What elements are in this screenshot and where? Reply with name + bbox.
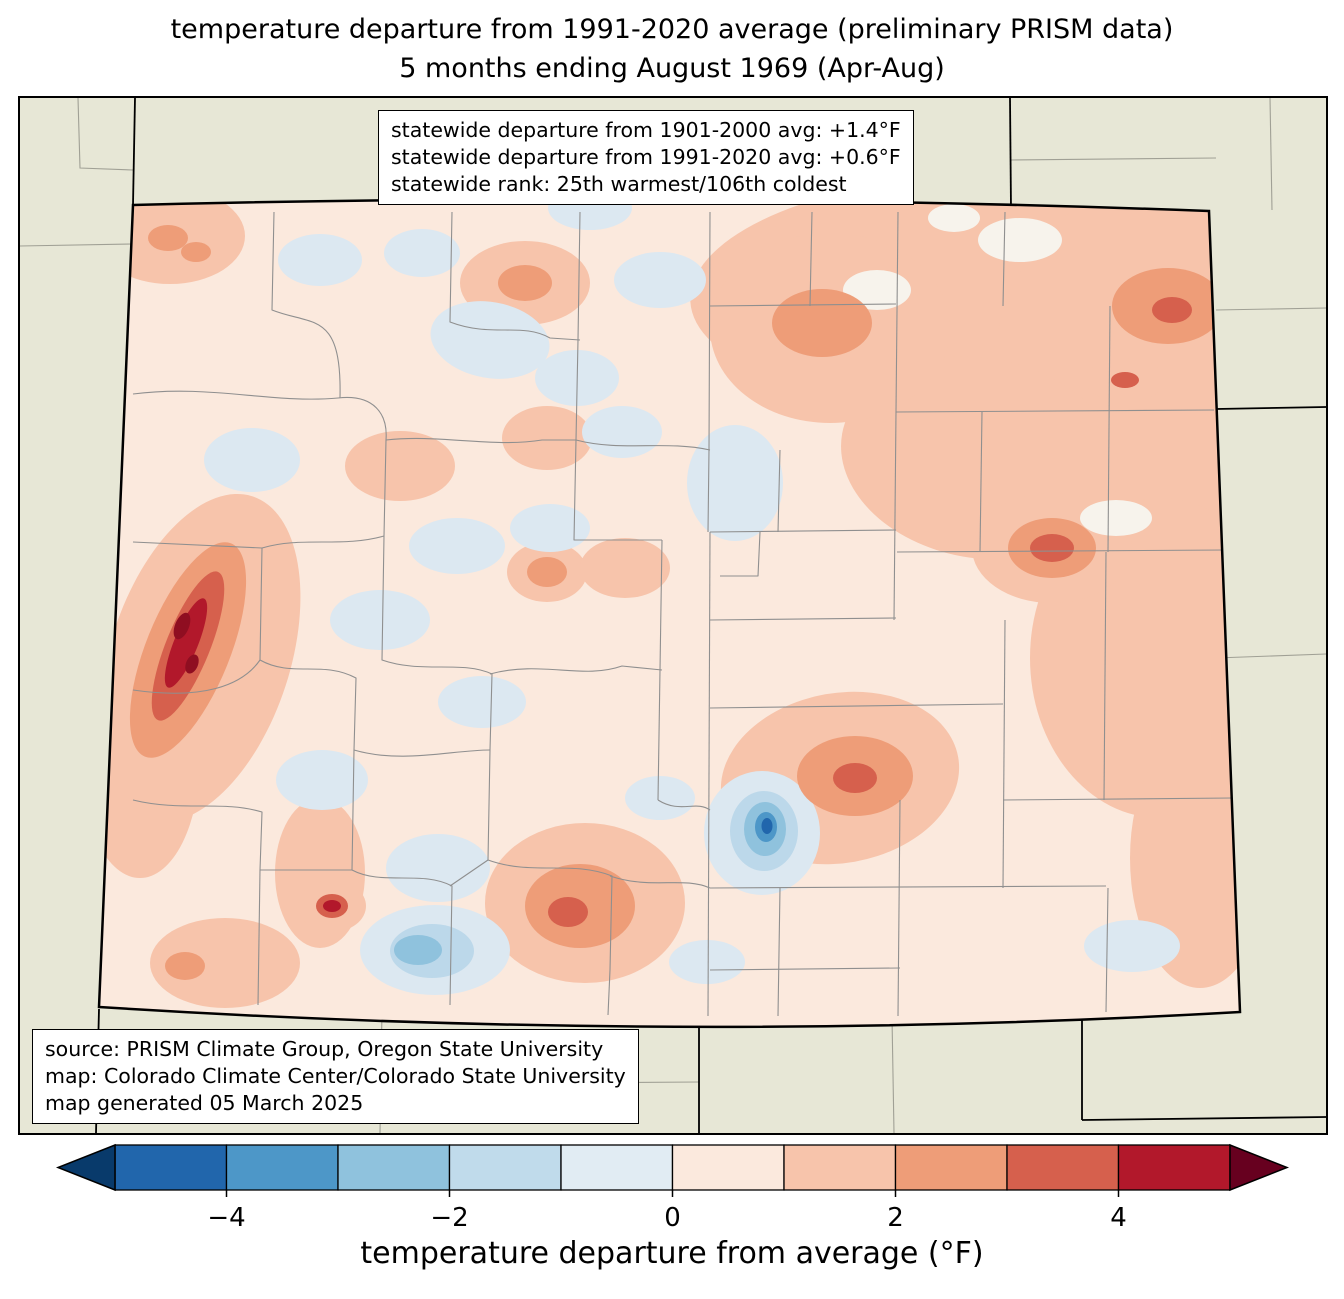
- utah-wyoming-border: [132, 98, 136, 206]
- colorbar-segment: [560, 1144, 674, 1191]
- colorbar-tick-label: 4: [1110, 1203, 1127, 1233]
- colorbar-segment: [448, 1144, 562, 1191]
- colorado-anomaly-map: [20, 98, 1326, 1133]
- colorbar-tick-label: −2: [430, 1203, 468, 1233]
- stats-line-rank: statewide rank: 25th warmest/106th colde…: [391, 172, 847, 197]
- generated-date-line: map generated 05 March 2025: [45, 1090, 364, 1115]
- colorbar-segment: [894, 1144, 1008, 1191]
- cool-0to1-regions: [204, 199, 1180, 995]
- colorbar-segment: [1006, 1144, 1120, 1191]
- warm-4to5-cores: [164, 598, 341, 912]
- colorbar-ticks: −4 −2 0 2 4: [207, 1190, 1127, 1233]
- colorbar-left-arrow: [55, 1143, 116, 1192]
- figure-title-line1: temperature departure from 1991-2020 ave…: [170, 14, 1174, 45]
- colorbar-segment: [1117, 1144, 1231, 1191]
- colorbar-segment: [337, 1144, 451, 1191]
- source-box: source: PRISM Climate Group, Oregon Stat…: [32, 1028, 639, 1124]
- map-frame: statewide departure from 1901-2000 avg: …: [18, 96, 1328, 1135]
- stats-line-1991-2020: statewide departure from 1991-2020 avg: …: [391, 145, 901, 170]
- stats-line-1901-2000: statewide departure from 1901-2000 avg: …: [391, 118, 901, 142]
- colorbar-tick-label: 2: [887, 1203, 904, 1233]
- colorbar-tick-label: 0: [664, 1203, 681, 1233]
- nebraska-kansas-border: [1215, 406, 1326, 410]
- wyoming-nebraska-border: [1009, 98, 1012, 210]
- stats-box: statewide departure from 1901-2000 avg: …: [378, 110, 914, 206]
- colorbar-segment: [114, 1144, 228, 1191]
- colorbar-segments: [114, 1144, 1231, 1191]
- colorbar-segment: [671, 1144, 785, 1191]
- colorado-county-borders: [132, 211, 1233, 1017]
- source-line: source: PRISM Climate Group, Oregon Stat…: [45, 1036, 604, 1061]
- colorbar: −4 −2 0 2 4: [55, 1143, 1290, 1233]
- colorbar-right-arrow: [1229, 1143, 1290, 1192]
- colorbar-segment: [225, 1144, 339, 1191]
- warm-over5-cores: [173, 612, 199, 674]
- colorbar-axis-label: temperature departure from average (°F): [360, 1236, 984, 1271]
- map-credit-line: map: Colorado Climate Center/Colorado St…: [45, 1063, 626, 1088]
- colorbar-tick-label: −4: [207, 1203, 245, 1233]
- figure-title-line2: 5 months ending August 1969 (Apr-Aug): [399, 53, 945, 84]
- cool-cores: [390, 791, 798, 978]
- near-zero-patches: [843, 204, 1152, 536]
- oklahoma-texas-border: [1081, 1116, 1326, 1121]
- colorbar-segment: [783, 1144, 897, 1191]
